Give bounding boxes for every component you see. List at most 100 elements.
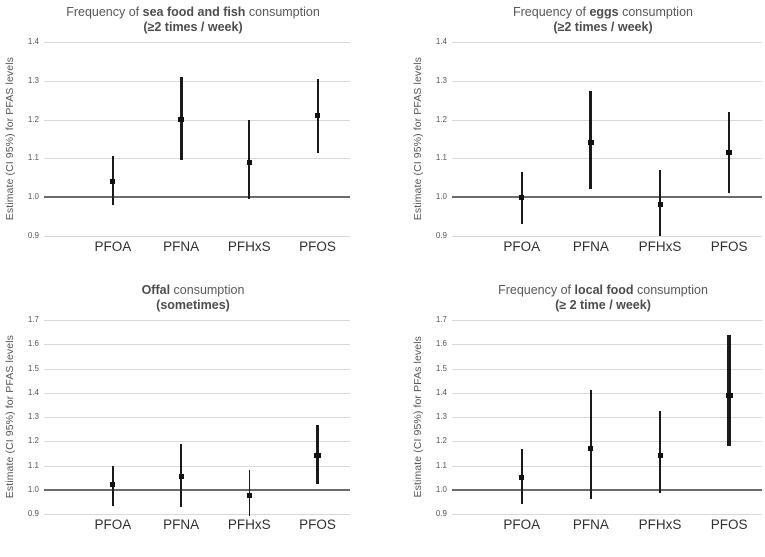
x-category-label-pfna: PFNA bbox=[163, 239, 200, 254]
y-axis-label: Estimate (CI 95%) for PFAS levels bbox=[412, 57, 424, 221]
ci-errorbar-pfhxs bbox=[659, 410, 661, 494]
gridline bbox=[44, 158, 350, 160]
gridline bbox=[452, 158, 762, 160]
chart-title: Offal consumption bbox=[36, 283, 350, 298]
chart-title: Frequency of sea food and fish consumpti… bbox=[36, 5, 350, 20]
ci-errorbar-pfhxs bbox=[248, 119, 251, 200]
chart-title-segment: Frequency of bbox=[513, 5, 590, 19]
chart-title: Frequency of local food consumption bbox=[444, 283, 762, 298]
chart-subtitle: (≥2 times / week) bbox=[143, 20, 243, 34]
x-category-label-pfhxs: PFHxS bbox=[638, 239, 682, 254]
plot-area bbox=[452, 320, 762, 515]
y-tick-label: 1.7 bbox=[435, 315, 447, 324]
estimate-marker-pfos bbox=[726, 150, 732, 156]
x-category-label-pfhxs: PFHxS bbox=[227, 239, 271, 254]
gridline bbox=[44, 441, 350, 443]
plot-row: Estimate (CI 95%) for PFAS levels 1.7 1.6… bbox=[2, 316, 350, 518]
gridline bbox=[44, 119, 350, 121]
gridline bbox=[44, 368, 350, 370]
gridline bbox=[44, 465, 350, 467]
chart-header: Frequency of local food consumption (≥ 2… bbox=[444, 283, 762, 313]
ci-errorbar-pfna bbox=[590, 390, 592, 500]
y-tick-label: 1.4 bbox=[27, 37, 39, 46]
plot-row: Estimate (CI 95%) for PFAS levels 1.4 1.3… bbox=[410, 38, 762, 240]
plot-area bbox=[452, 42, 762, 237]
y-ticks: 1.7 1.6 1.5 1.4 1.3 1.2 1.1 1.0 0.9 bbox=[426, 316, 452, 518]
gridline bbox=[452, 119, 762, 121]
y-tick-label: 1.7 bbox=[27, 315, 39, 324]
baseline-1.0 bbox=[452, 488, 762, 491]
x-category-label-pfoa: PFOA bbox=[503, 239, 541, 254]
ci-errorbar-pfna bbox=[589, 90, 593, 190]
chart-title-segment: consumption bbox=[633, 283, 708, 297]
y-tick-label: 1.1 bbox=[27, 460, 39, 470]
gridline bbox=[44, 392, 350, 394]
y-ticks: 1.4 1.3 1.2 1.1 1.0 0.9 bbox=[426, 38, 452, 240]
y-ticks: 1.7 1.6 1.5 1.4 1.3 1.2 1.1 1.0 0.9 bbox=[18, 316, 44, 518]
gridline bbox=[452, 417, 762, 418]
chart-panel-local-food: Frequency of local food consumption (≥ 2… bbox=[410, 283, 762, 537]
x-category-label-pfna: PFNA bbox=[163, 517, 200, 532]
chart-title-segment: sea food and fish bbox=[142, 5, 246, 19]
chart-title-segment: local food bbox=[574, 283, 634, 297]
y-axis-title: Estimate (CI 95%) for PFAS levels bbox=[2, 42, 18, 236]
gridline bbox=[452, 465, 762, 467]
y-tick-label: 1.2 bbox=[435, 436, 447, 446]
y-axis-label: Estimate (CI 95%) for PFAs levels bbox=[412, 336, 424, 498]
gridline bbox=[44, 80, 350, 82]
y-tick-label: 1.6 bbox=[27, 339, 39, 349]
y-tick-label: 1.0 bbox=[27, 192, 39, 202]
y-tick-label: 1.5 bbox=[27, 363, 39, 373]
estimate-marker-pfos bbox=[314, 453, 321, 459]
y-tick-label: 1.3 bbox=[27, 75, 39, 85]
x-category-label-pfna: PFNA bbox=[572, 517, 609, 532]
chart-title-segment: consumption bbox=[245, 5, 320, 19]
baseline-1.0 bbox=[452, 196, 762, 199]
plot-area bbox=[44, 320, 350, 517]
y-axis-title: Estimate (CI 95%) for PFAS levels bbox=[410, 42, 426, 236]
plot-row: Estimate (CI 95%) for PFAs levels 1.7 1.6… bbox=[410, 316, 762, 518]
y-tick-label: 0.9 bbox=[435, 509, 447, 518]
y-tick-label: 1.1 bbox=[27, 153, 39, 163]
gridline bbox=[452, 236, 762, 237]
estimate-marker-pfoa bbox=[519, 475, 525, 481]
gridline bbox=[452, 42, 762, 43]
gridline bbox=[452, 320, 762, 321]
gridline bbox=[44, 42, 350, 43]
y-tick-label: 1.2 bbox=[27, 436, 39, 446]
gridline bbox=[44, 320, 350, 321]
chart-title-segment: consumption bbox=[618, 5, 693, 19]
ci-errorbar-pfos bbox=[727, 334, 731, 447]
y-axis-label: Estimate (CI 95%) for PFAS levels bbox=[4, 335, 16, 499]
y-tick-label: 1.1 bbox=[435, 153, 447, 163]
gridline bbox=[452, 441, 762, 443]
gridline bbox=[452, 368, 762, 370]
x-axis-labels: PFOA PFNA PFHxS PFOS bbox=[452, 239, 762, 259]
x-category-label-pfos: PFOS bbox=[710, 517, 748, 532]
charts-grid: Frequency of sea food and fish consumpti… bbox=[2, 5, 765, 537]
baseline-1.0 bbox=[44, 196, 350, 199]
y-axis-label: Estimate (CI 95%) for PFAS levels bbox=[4, 57, 16, 221]
y-tick-label: 1.0 bbox=[435, 192, 447, 202]
chart-subtitle: (≥2 times / week) bbox=[553, 20, 653, 34]
estimate-marker-pfna bbox=[587, 140, 595, 146]
chart-subtitle: (sometimes) bbox=[156, 298, 230, 312]
gridline bbox=[44, 514, 350, 515]
gridline bbox=[44, 417, 350, 418]
estimate-marker-pfoa bbox=[110, 179, 116, 185]
y-tick-label: 0.9 bbox=[27, 509, 39, 518]
x-category-label-pfna: PFNA bbox=[572, 239, 609, 254]
x-category-label-pfoa: PFOA bbox=[503, 517, 541, 532]
y-tick-label: 1.4 bbox=[27, 387, 39, 397]
chart-panel-seafood-fish: Frequency of sea food and fish consumpti… bbox=[2, 5, 350, 259]
y-tick-label: 1.3 bbox=[27, 412, 39, 421]
estimate-marker-pfhxs bbox=[657, 453, 663, 459]
plot-row: Estimate (CI 95%) for PFAS levels 1.4 1.3… bbox=[2, 38, 350, 240]
x-category-label-pfos: PFOS bbox=[299, 239, 336, 254]
y-ticks: 1.4 1.3 1.2 1.1 1.0 0.9 bbox=[18, 38, 44, 240]
y-tick-label: 1.3 bbox=[435, 75, 447, 85]
chart-header: Offal consumption (sometimes) bbox=[36, 283, 350, 313]
y-tick-label: 1.2 bbox=[27, 114, 39, 124]
y-tick-label: 1.4 bbox=[435, 387, 447, 397]
x-category-label-pfoa: PFOA bbox=[94, 239, 132, 254]
